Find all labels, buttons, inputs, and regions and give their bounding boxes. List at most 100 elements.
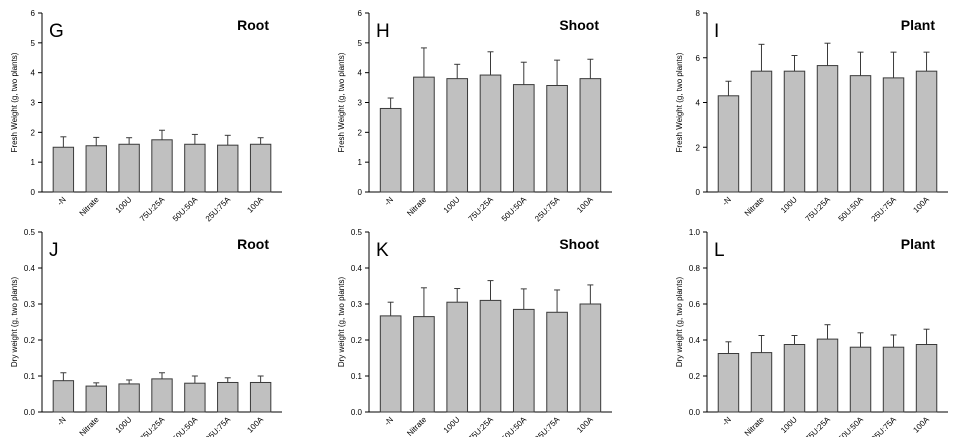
x-tick-label: -N	[383, 195, 395, 207]
bar	[750, 352, 773, 413]
x-tick-label: Nitrate	[78, 415, 101, 437]
chart-title: Plant	[901, 17, 936, 33]
bar	[151, 378, 173, 413]
y-tick-label: 2	[31, 128, 36, 137]
y-tick-label: 0.0	[351, 408, 363, 417]
bar	[446, 78, 469, 193]
x-tick-label: Nitrate	[405, 195, 428, 218]
y-tick-label: 0.3	[351, 300, 363, 309]
bar	[118, 383, 140, 413]
chart-panel: 0.0 0.2 0.4 0.6 0.8 1.0 Dry weight (g, two pla…	[675, 228, 948, 437]
y-tick-label: 0.3	[24, 300, 36, 309]
panel-letter: J	[49, 240, 59, 261]
y-tick-label: 3	[358, 99, 363, 108]
chart-panel: 0.0 0.1 0.2 0.3 0.4 0.5 Dry weight (g, two pla…	[337, 228, 612, 437]
x-tick-label: 50U:50A	[500, 195, 529, 224]
y-axis-label: Fresh Weight (g, two plants)	[675, 52, 684, 152]
bar	[184, 382, 206, 413]
bar	[85, 145, 107, 193]
bar	[479, 299, 502, 413]
panel-letter: L	[714, 240, 725, 261]
bar	[512, 84, 535, 193]
y-tick-label: 0.0	[689, 408, 701, 417]
x-tick-label: 100A	[911, 415, 931, 435]
y-tick-label: 3	[31, 99, 36, 108]
bar	[249, 143, 272, 193]
x-tick-label: 100A	[911, 195, 931, 215]
x-tick-label: 50U:50A	[171, 195, 200, 224]
x-tick-label: Nitrate	[405, 415, 428, 437]
y-tick-label: 5	[31, 39, 36, 48]
bar	[546, 311, 568, 413]
x-tick-label: 25U:75A	[533, 415, 562, 437]
x-tick-label: 100A	[575, 415, 595, 435]
panel-letter: G	[49, 21, 64, 42]
bar	[717, 95, 740, 193]
y-tick-label: 0.5	[24, 228, 36, 237]
bar	[915, 344, 938, 413]
y-tick-label: 4	[696, 99, 701, 108]
x-tick-label: 100U	[442, 195, 462, 215]
bar	[512, 308, 535, 413]
x-tick-label: 100U	[442, 415, 462, 435]
x-tick-label: 50U:50A	[500, 415, 529, 437]
chart-title: Shoot	[559, 236, 599, 252]
bar	[816, 338, 839, 413]
x-tick-label: 100U	[114, 195, 134, 215]
x-tick-label: 100A	[245, 415, 265, 435]
x-tick-label: Nitrate	[78, 195, 101, 218]
bar	[579, 303, 602, 413]
bar	[379, 107, 402, 193]
bar	[849, 346, 872, 413]
y-tick-label: 1.0	[689, 228, 701, 237]
bar	[217, 381, 239, 413]
x-tick-label: 50U:50A	[171, 415, 200, 437]
bar	[379, 315, 402, 413]
y-tick-label: 1	[31, 158, 36, 167]
bar	[546, 84, 568, 193]
bar	[413, 76, 435, 193]
x-tick-label: Nitrate	[743, 415, 766, 437]
x-tick-label: -N	[721, 415, 733, 427]
x-tick-label: 25U:75A	[870, 415, 899, 437]
x-tick-label: 75U:25A	[467, 195, 496, 224]
bar	[750, 70, 773, 193]
bar	[118, 143, 140, 193]
x-tick-label: 50U:50A	[837, 195, 866, 224]
chart-title: Shoot	[559, 17, 599, 33]
bar	[249, 381, 272, 413]
x-tick-label: 25U:75A	[204, 415, 233, 437]
bar	[882, 77, 905, 193]
chart-panel: 0.0 0.1 0.2 0.3 0.4 0.5 Dry weight (g, two pla…	[10, 228, 282, 437]
y-tick-label: 0.6	[689, 300, 701, 309]
bar	[184, 143, 206, 193]
x-tick-label: 75U:25A	[804, 195, 833, 224]
y-tick-label: 0.2	[689, 372, 701, 381]
x-tick-label: 25U:75A	[533, 195, 562, 224]
bar	[217, 144, 239, 193]
chart-panel: 0 1 2 3 4 5 6 Fresh Weight (g, two plants) H Shoo…	[337, 9, 612, 223]
x-tick-label: 75U:25A	[804, 415, 833, 437]
y-tick-label: 8	[696, 9, 701, 18]
bar	[413, 316, 435, 413]
y-tick-label: 6	[358, 9, 363, 18]
x-tick-label: 100A	[245, 195, 265, 215]
y-tick-label: 0.4	[24, 264, 36, 273]
x-tick-label: 100U	[779, 195, 799, 215]
x-tick-label: 25U:75A	[204, 195, 233, 224]
x-tick-label: 75U:25A	[138, 195, 167, 224]
y-axis-label: Dry weight (g, two plants)	[675, 277, 684, 368]
panel-letter: I	[714, 21, 719, 42]
y-tick-label: 0	[31, 188, 36, 197]
bar	[783, 70, 806, 193]
y-tick-label: 0.1	[24, 372, 36, 381]
chart-panel: 0 2 4 6 8 Fresh Weight (g, two plants) I Plant -…	[675, 9, 948, 223]
chart-panel: 0 1 2 3 4 5 6 Fresh Weight (g, two plants) G Root…	[10, 9, 282, 223]
y-tick-label: 0.5	[351, 228, 363, 237]
y-tick-label: 4	[31, 69, 36, 78]
chart-title: Root	[237, 236, 269, 252]
bar	[717, 353, 740, 413]
bar	[816, 65, 839, 193]
x-tick-label: 100A	[575, 195, 595, 215]
y-tick-label: 0.8	[689, 264, 701, 273]
